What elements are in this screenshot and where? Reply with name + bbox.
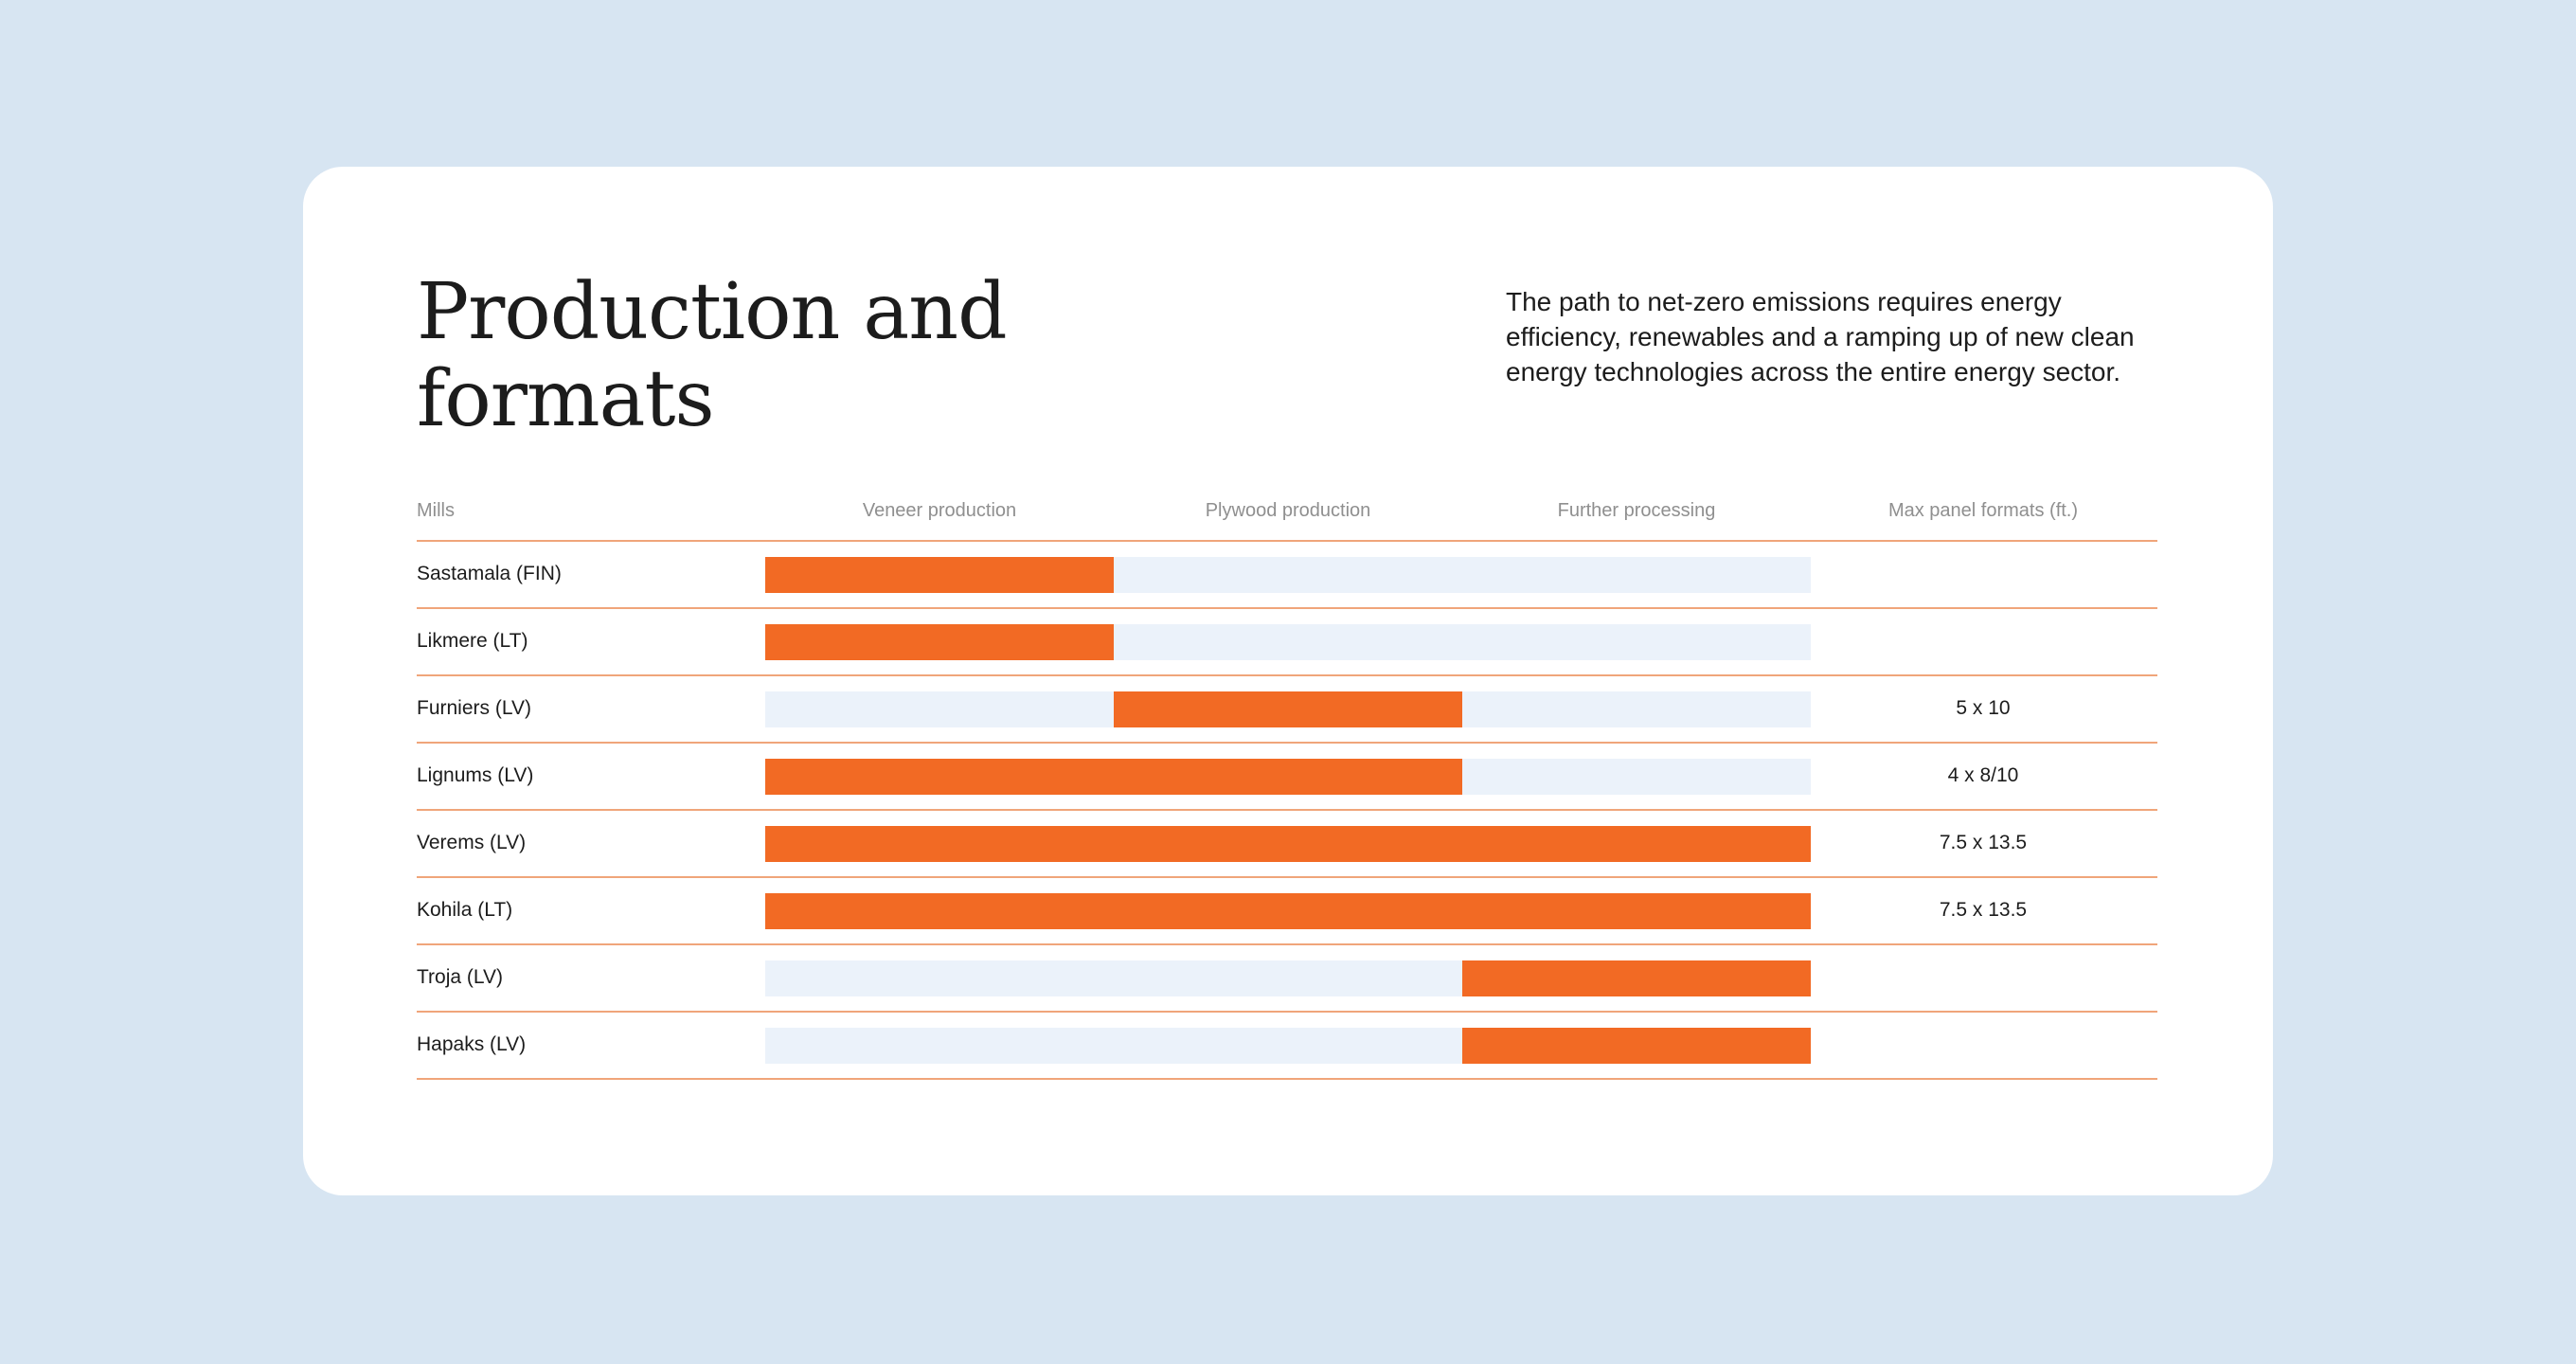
column-header-plywood: Plywood production	[1205, 500, 1371, 521]
mill-name: Sastamala (FIN)	[417, 563, 562, 584]
intro-text: The path to net-zero emissions requires …	[1506, 287, 2135, 386]
panel-format: 5 x 10	[1956, 697, 2011, 719]
production-bar	[765, 624, 1114, 660]
production-bar	[1462, 960, 1811, 996]
column-header-processing: Further processing	[1557, 500, 1716, 521]
production-track	[765, 1028, 1811, 1064]
table-row: Lignums (LV) 4 x 8/10	[417, 744, 2157, 811]
production-bar	[765, 826, 1811, 862]
mill-name: Verems (LV)	[417, 832, 527, 853]
mill-name: Likmere (LT)	[417, 630, 528, 652]
production-track	[765, 960, 1811, 996]
table-header: Mills Veneer production Plywood producti…	[417, 489, 2157, 542]
production-track	[765, 759, 1811, 795]
table-row: Furniers (LV) 5 x 10	[417, 676, 2157, 744]
production-track	[765, 557, 1811, 593]
table-row: Sastamala (FIN)	[417, 542, 2157, 609]
production-bar	[1114, 691, 1462, 727]
mill-name: Lignums (LV)	[417, 764, 534, 786]
production-track	[765, 826, 1811, 862]
mill-name: Kohila (LT)	[417, 899, 513, 921]
table-body: Sastamala (FIN) Likmere (LT) Furniers (LV)…	[417, 542, 2157, 1080]
production-bar	[765, 893, 1811, 929]
production-table: Mills Veneer production Plywood producti…	[417, 489, 2157, 1080]
table-row: Kohila (LT) 7.5 x 13.5	[417, 878, 2157, 945]
production-bar	[765, 759, 1462, 795]
production-track	[765, 624, 1811, 660]
table-row: Likmere (LT)	[417, 609, 2157, 676]
column-header-veneer: Veneer production	[862, 500, 1017, 521]
panel-format: 4 x 8/10	[1947, 764, 2019, 786]
column-header-mills: Mills	[417, 500, 455, 521]
production-bar	[765, 557, 1114, 593]
production-track	[765, 893, 1811, 929]
production-track	[765, 691, 1811, 727]
panel-format: 7.5 x 13.5	[1939, 899, 2028, 921]
mill-name: Troja (LV)	[417, 966, 504, 988]
table-row: Hapaks (LV)	[417, 1013, 2157, 1080]
page-title: Production and formats	[417, 267, 1008, 444]
production-card: Production and formats The path to net-z…	[303, 167, 2273, 1195]
mill-name: Hapaks (LV)	[417, 1033, 527, 1055]
table-row: Troja (LV)	[417, 945, 2157, 1013]
table-row: Verems (LV) 7.5 x 13.5	[417, 811, 2157, 878]
mill-name: Furniers (LV)	[417, 697, 531, 719]
panel-format: 7.5 x 13.5	[1939, 832, 2028, 853]
column-header-formats: Max panel formats (ft.)	[1887, 500, 2079, 521]
production-bar	[1462, 1028, 1811, 1064]
